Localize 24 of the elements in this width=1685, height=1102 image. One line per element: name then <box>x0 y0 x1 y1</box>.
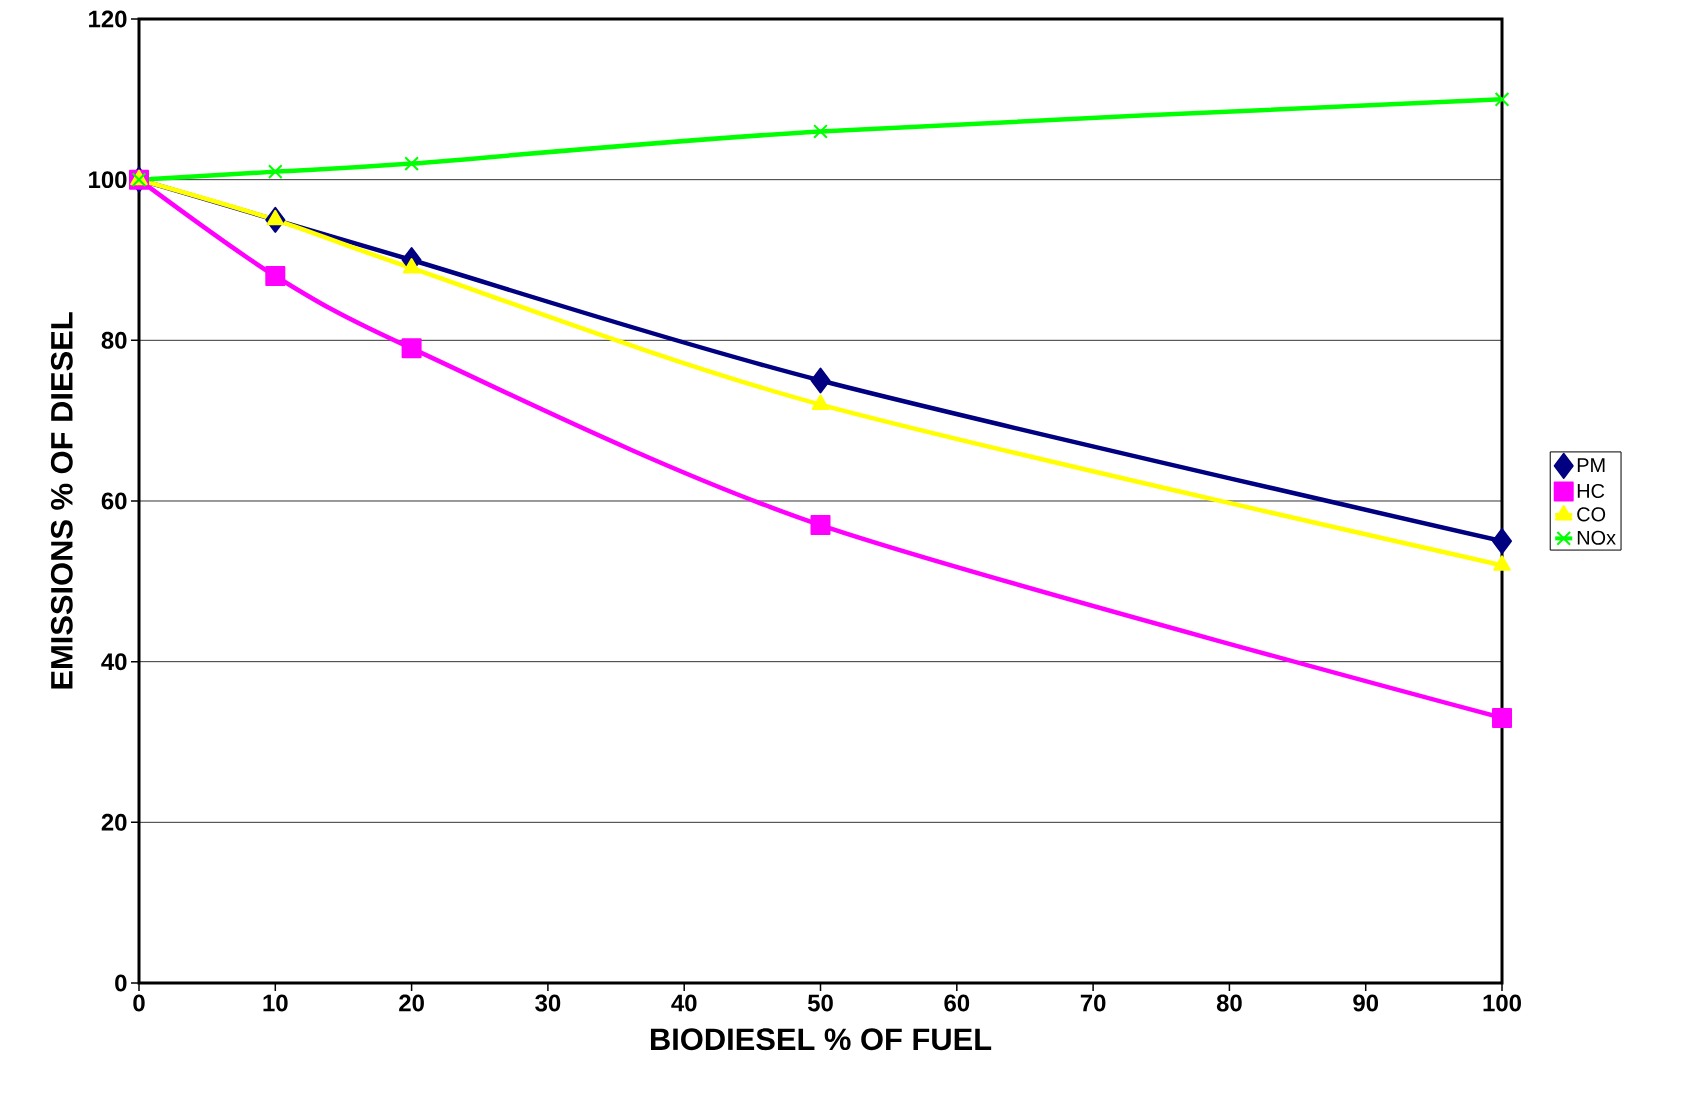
legend-label: PM <box>1577 458 1605 473</box>
x-tick-label: 40 <box>671 994 697 1012</box>
y-tick-label: 40 <box>101 653 127 671</box>
x-tick-label: 50 <box>807 994 833 1012</box>
y-tick-label: 120 <box>89 10 127 28</box>
x-tick-label: 0 <box>133 994 145 1012</box>
y-tick-label: 100 <box>89 171 127 189</box>
legend-label: HC <box>1577 483 1605 498</box>
x-tick-label: 60 <box>944 994 970 1012</box>
x-tick-label: 80 <box>1216 994 1242 1012</box>
y-axis-title: EMISSIONS % OF DIESEL <box>50 312 73 689</box>
x-tick-label: 10 <box>263 994 288 1012</box>
x-tick-label: 90 <box>1353 994 1379 1012</box>
legend-label: NOx <box>1577 530 1616 545</box>
legend-label: CO <box>1577 507 1606 522</box>
x-tick-label: 70 <box>1080 994 1106 1012</box>
x-tick-label: 100 <box>1483 994 1521 1012</box>
y-tick-label: 0 <box>115 974 127 992</box>
x-axis-title: BIODIESEL % OF FUEL <box>650 1028 992 1051</box>
y-tick-label: 60 <box>101 492 127 510</box>
y-tick-label: 80 <box>101 331 127 349</box>
x-tick-label: 20 <box>399 994 424 1012</box>
x-tick-label: 30 <box>535 994 561 1012</box>
y-tick-label: 20 <box>101 813 127 831</box>
